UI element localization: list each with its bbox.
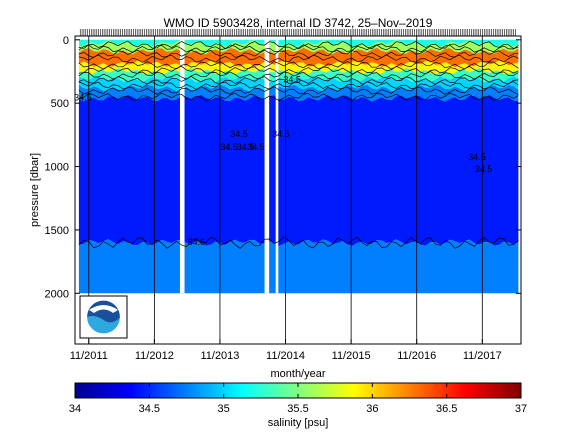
contour-label: 34.5 <box>237 142 255 152</box>
contour-line <box>78 71 519 80</box>
chart-title: WMO ID 5903428, internal ID 3742, 25–Nov… <box>164 16 433 30</box>
contour-line <box>78 40 519 50</box>
colorbar-ticks: 34 34.5 35 35.5 36 36.5 37 <box>69 383 527 415</box>
x-tick-label: 11/2014 <box>266 350 305 362</box>
x-tick-label: 11/2011 <box>70 350 108 362</box>
contour-line <box>78 54 519 63</box>
y-tick-label: 1500 <box>45 225 69 237</box>
noaa-logo <box>79 295 128 339</box>
no-data-regions <box>179 39 279 294</box>
profile-time-ticks <box>79 29 516 36</box>
salinity-layer <box>78 60 519 75</box>
data-gap <box>179 39 185 294</box>
colorbar-label: salinity [psu] <box>268 417 329 429</box>
contour-label: 34.5 <box>272 129 290 139</box>
year-marker-lines <box>88 36 483 344</box>
colorbar-tick-label: 36 <box>366 403 378 415</box>
data-gap <box>264 39 270 294</box>
colorbar-tick-label: 34 <box>69 403 81 415</box>
y-tick-label: 1000 <box>45 162 69 174</box>
contour-label: 34.6 <box>188 237 206 247</box>
contour-line <box>78 86 519 95</box>
salinity-layer <box>78 68 519 83</box>
colorbar-tick-label: 35 <box>218 403 230 415</box>
salinity-layer <box>78 239 519 294</box>
salinity-layer <box>78 75 519 92</box>
contour-line <box>78 49 519 59</box>
x-tick-label: 11/2012 <box>135 350 174 362</box>
x-axis-label: month/year <box>270 368 325 380</box>
contour-label: 34.5 <box>247 142 265 152</box>
contour-line <box>78 44 519 53</box>
y-axis-label: pressure [dbar] <box>29 153 41 227</box>
contour-label: 34.6 <box>74 92 92 102</box>
x-tick-label: 11/2015 <box>332 350 371 362</box>
salinity-layers <box>78 39 519 294</box>
x-tick-label: 11/2017 <box>463 350 502 362</box>
contour-label: 34.5 <box>475 164 493 174</box>
salinity-contours <box>78 40 519 249</box>
contour-label: 34.5 <box>468 152 486 162</box>
x-axis-ticks: 11/2011 11/2012 11/2013 11/2014 11/2015 11/20… <box>70 339 502 362</box>
contour-line <box>78 75 519 85</box>
axes-frame <box>74 35 522 345</box>
contour-label: 34.5 <box>230 129 248 139</box>
contour-line <box>78 236 519 249</box>
contour-line <box>78 60 519 70</box>
colorbar-tick-label: 35.5 <box>287 403 308 415</box>
colorbar-tick-label: 36.5 <box>436 403 457 415</box>
y-tick-label: 500 <box>51 98 69 110</box>
contour-labels: 34.634.534.534.534.534.534.534.534.534.6 <box>74 75 493 247</box>
contour-line <box>78 92 519 102</box>
y-tick-label: 0 <box>63 35 69 47</box>
salinity-layer <box>78 39 519 47</box>
salinity-section: 34.634.534.534.534.534.534.534.534.534.6 <box>74 36 519 344</box>
data-gap <box>275 39 279 294</box>
y-tick-label: 2000 <box>45 288 69 300</box>
contour-label: 34.5 <box>283 75 301 85</box>
contour-line <box>78 81 519 90</box>
salinity-layer <box>78 94 519 247</box>
salinity-layer <box>78 47 519 68</box>
contour-line <box>78 65 519 75</box>
x-tick-label: 11/2013 <box>200 350 239 362</box>
contour-label: 34.5 <box>220 142 238 152</box>
x-tick-label: 11/2016 <box>397 350 436 362</box>
colorbar-tick-label: 34.5 <box>139 403 160 415</box>
colorbar-tick-label: 37 <box>515 403 527 415</box>
y-axis-ticks: 0 500 1000 1500 2000 <box>45 35 521 300</box>
